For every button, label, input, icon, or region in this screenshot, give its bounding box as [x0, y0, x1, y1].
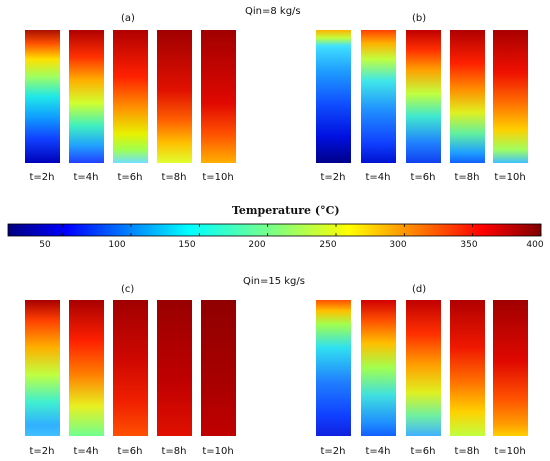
tank-a-t2h [25, 30, 60, 163]
time-label-a-1: t=2h [29, 172, 55, 183]
time-label-b-1: t=2h [320, 172, 346, 183]
tank-c-t10h [201, 300, 236, 436]
time-label-b-4: t=8h [454, 172, 480, 183]
tank-c-t2h [25, 300, 60, 436]
tank-d-t6h [406, 300, 441, 436]
tank-b-t6h [406, 30, 441, 163]
tank-c-t4h [69, 300, 104, 436]
time-label-d-2: t=4h [365, 446, 391, 457]
colorbar-tick-300: 300 [389, 240, 407, 250]
flow-label-top: Qin=8 kg/s [245, 6, 301, 17]
flow-label-bottom: Qin=15 kg/s [243, 276, 305, 287]
time-label-a-2: t=4h [73, 172, 99, 183]
panel-label-b: (b) [412, 13, 427, 24]
time-label-d-3: t=6h [410, 446, 436, 457]
tank-c-t6h [113, 300, 148, 436]
tank-b-t2h [316, 30, 351, 163]
time-label-c-5: t=10h [202, 446, 234, 457]
colorbar-tick-50: 50 [39, 240, 51, 250]
colorbar-tick-100: 100 [108, 240, 126, 250]
time-label-c-1: t=2h [29, 446, 55, 457]
time-label-b-2: t=4h [365, 172, 391, 183]
tank-b-t10h [493, 30, 528, 163]
colorbar-title: Temperature (°C) [232, 204, 340, 217]
tank-b-t4h [361, 30, 396, 163]
tank-a-t4h [69, 30, 104, 163]
tank-d-t4h [361, 300, 396, 436]
colorbar-tick-150: 150 [178, 240, 196, 250]
time-label-a-3: t=6h [117, 172, 143, 183]
colorbar-tick-400: 400 [526, 240, 544, 250]
time-label-d-5: t=10h [494, 446, 526, 457]
time-label-b-3: t=6h [410, 172, 436, 183]
time-label-c-2: t=4h [73, 446, 99, 457]
time-label-a-5: t=10h [202, 172, 234, 183]
panel-c-tanks [25, 300, 236, 436]
tank-d-t10h [493, 300, 528, 436]
colorbar-tick-200: 200 [248, 240, 266, 250]
tank-c-t8h [157, 300, 192, 436]
panel-b-tanks [316, 30, 528, 163]
tank-a-t6h [113, 30, 148, 163]
time-label-b-5: t=10h [494, 172, 526, 183]
time-label-d-4: t=8h [454, 446, 480, 457]
tank-a-t8h [157, 30, 192, 163]
tank-d-t8h [450, 300, 485, 436]
tank-a-t10h [201, 30, 236, 163]
panel-label-d: (d) [412, 284, 427, 295]
time-label-c-3: t=6h [117, 446, 143, 457]
colorbar-tick-350: 350 [460, 240, 478, 250]
colorbar-gradient [7, 223, 542, 237]
tank-b-t8h [450, 30, 485, 163]
panel-a-tanks [25, 30, 236, 163]
panel-label-c: (c) [121, 284, 135, 295]
time-label-d-1: t=2h [320, 446, 346, 457]
panel-label-a: (a) [121, 13, 135, 24]
time-label-a-4: t=8h [161, 172, 187, 183]
time-label-c-4: t=8h [161, 446, 187, 457]
tank-d-t2h [316, 300, 351, 436]
panel-d-tanks [316, 300, 528, 436]
colorbar-tick-marks [62, 224, 542, 236]
colorbar-tick-250: 250 [319, 240, 337, 250]
